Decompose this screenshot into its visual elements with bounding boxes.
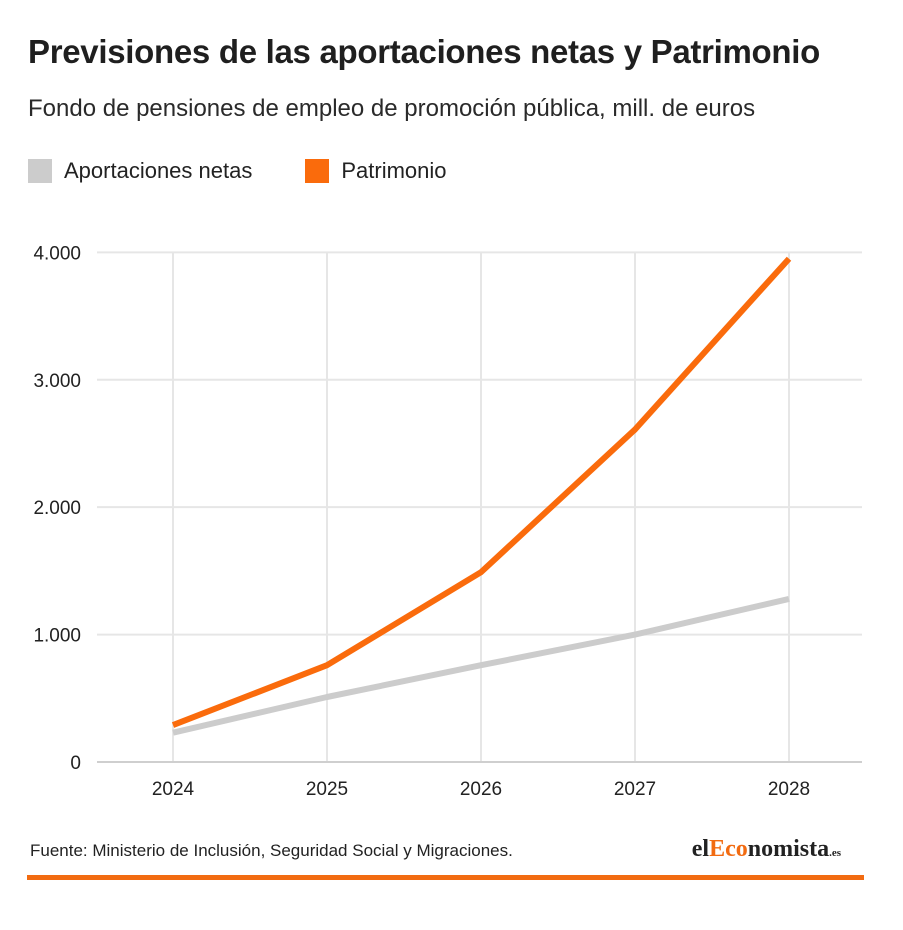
y-tick-label: 3.000 [33,371,81,392]
x-tick-label: 2028 [768,779,810,800]
brand-highlight: Eco [709,836,748,862]
y-tick-label: 1.000 [33,626,81,647]
legend-swatch-aportaciones [28,159,52,183]
line-chart: 0 1.000 2.000 3.000 4.000 2024 2025 2026 2027 202… [33,243,862,800]
brand-suffix: nomista [747,836,830,862]
chart-subtitle: Fondo de pensiones de empleo de promoció… [28,95,756,122]
legend-swatch-patrimonio [305,159,330,183]
legend-label-patrimonio: Patrimonio [341,158,447,183]
series-line-patrimonio [171,256,792,728]
x-tick-label: 2024 [152,779,195,800]
brand-logo: elEconomista.es [692,836,841,863]
legend-item-aportaciones: Aportaciones netas [28,158,252,184]
series-line-aportaciones [172,595,790,736]
footer-rule [27,875,864,880]
source-note: Fuente: Ministerio de Inclusión, Segurid… [30,841,513,860]
y-tick-label: 0 [70,753,81,774]
legend-item-patrimonio: Patrimonio [305,158,447,184]
brand-prefix: el [691,836,710,862]
y-tick-label: 2.000 [33,498,81,519]
x-tick-label: 2026 [460,779,502,800]
chart-title: Previsiones de las aportaciones netas y … [28,33,820,70]
legend: Aportaciones netas Patrimonio [28,158,500,184]
x-tick-label: 2027 [614,779,656,800]
brand-domain: .es [829,847,841,859]
legend-label-aportaciones: Aportaciones netas [64,158,253,183]
x-tick-label: 2025 [306,779,348,800]
y-tick-label: 4.000 [33,243,81,264]
